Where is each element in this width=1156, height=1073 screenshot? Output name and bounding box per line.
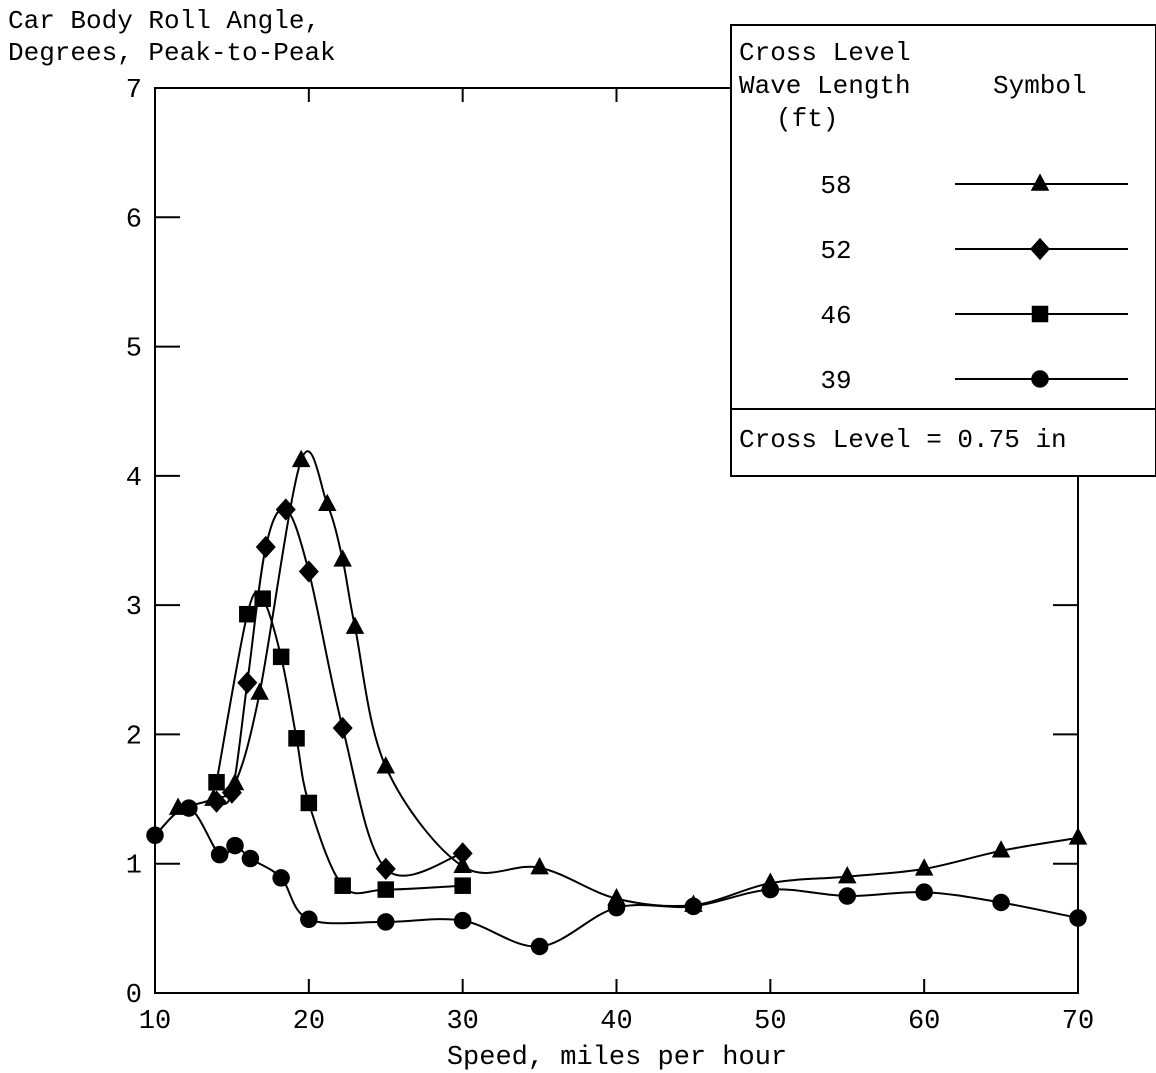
legend: Cross Level Wave Length (ft) Symbol 58 52… xyxy=(730,24,1156,477)
circle-marker-39 xyxy=(530,937,549,956)
circle-marker-39 xyxy=(210,845,229,864)
legend-diamond-marker xyxy=(1029,237,1051,261)
circle-marker-39 xyxy=(607,898,626,917)
legend-square-marker xyxy=(1031,305,1049,323)
y-tick-label: 2 xyxy=(126,722,142,752)
legend-circle-marker xyxy=(1031,370,1049,388)
square-marker-46 xyxy=(300,794,318,812)
series-lines xyxy=(154,450,1079,948)
x-tick-label: 40 xyxy=(600,1007,632,1037)
square-marker-46 xyxy=(377,881,394,898)
legend-label-52: 52 xyxy=(820,236,851,266)
circle-marker-39 xyxy=(453,911,472,930)
diamond-marker-52 xyxy=(332,716,353,740)
square-marker-46 xyxy=(239,605,256,623)
y-tick-label: 6 xyxy=(126,205,142,235)
x-axis-title: Speed, miles per hour xyxy=(447,1043,787,1073)
x-tick-label: 60 xyxy=(908,1007,940,1037)
circle-marker-39 xyxy=(377,913,395,931)
series-line-58 xyxy=(177,450,1079,908)
triangle-marker-58 xyxy=(914,858,934,876)
square-marker-46 xyxy=(288,730,305,747)
circle-marker-39 xyxy=(180,799,198,817)
legend-label-46: 46 xyxy=(820,301,851,331)
y-axis-title-line-1: Car Body Roll Angle, xyxy=(8,6,320,36)
triangle-marker-58 xyxy=(333,549,352,567)
triangle-marker-58 xyxy=(530,856,549,875)
series-markers xyxy=(146,449,1088,956)
y-axis-title-line-2: Degrees, Peak-to-Peak xyxy=(8,38,336,68)
diamond-marker-52 xyxy=(452,842,473,865)
diamond-marker-52 xyxy=(221,781,242,804)
triangle-marker-58 xyxy=(1068,827,1088,845)
legend-rows: 58 52 46 39 xyxy=(820,171,1128,396)
diamond-marker-52 xyxy=(237,671,258,694)
triangle-marker-58 xyxy=(250,682,269,700)
square-marker-46 xyxy=(454,877,471,894)
square-marker-46 xyxy=(334,877,351,894)
diamond-marker-52 xyxy=(255,535,276,559)
legend-header-line-1: Cross Level xyxy=(739,38,911,68)
legend-label-58: 58 xyxy=(820,171,851,201)
diamond-marker-52 xyxy=(275,498,296,521)
triangle-marker-58 xyxy=(453,855,472,874)
circle-marker-39 xyxy=(300,910,318,929)
circle-marker-39 xyxy=(146,826,164,845)
legend-box xyxy=(730,24,1156,477)
circle-marker-39 xyxy=(992,893,1010,912)
diamond-marker-52 xyxy=(298,560,319,583)
legend-note: Cross Level = 0.75 in xyxy=(739,425,1067,455)
triangle-marker-58 xyxy=(318,493,337,512)
legend-header-line-3: (ft) xyxy=(776,104,838,134)
x-tick-label: 70 xyxy=(1062,1007,1094,1037)
circle-marker-39 xyxy=(915,883,933,901)
x-tick-label: 30 xyxy=(446,1007,478,1037)
y-tick-label: 0 xyxy=(126,981,142,1011)
y-tick-label: 4 xyxy=(126,464,142,494)
y-tick-label: 7 xyxy=(126,76,142,106)
circle-marker-39 xyxy=(272,869,290,887)
y-tick-label: 1 xyxy=(126,852,142,882)
circle-marker-39 xyxy=(226,836,244,855)
tick-labels: 10 20 30 40 50 60 70 0 1 2 3 4 5 6 7 xyxy=(126,76,1094,1037)
square-marker-46 xyxy=(272,648,290,666)
x-tick-label: 20 xyxy=(293,1007,325,1037)
triangle-marker-58 xyxy=(991,840,1011,858)
legend-triangle-marker xyxy=(1030,173,1050,191)
diamond-marker-52 xyxy=(206,790,227,813)
triangle-marker-58 xyxy=(345,616,365,634)
y-tick-label: 3 xyxy=(126,593,142,623)
square-marker-46 xyxy=(254,590,271,607)
circle-marker-39 xyxy=(241,849,260,868)
legend-symbol-header: Symbol xyxy=(993,71,1087,101)
legend-label-39: 39 xyxy=(820,366,851,396)
triangle-marker-58 xyxy=(291,449,311,468)
y-tick-label: 5 xyxy=(126,335,142,365)
triangle-marker-58 xyxy=(376,756,395,774)
circle-marker-39 xyxy=(838,887,856,905)
diamond-marker-52 xyxy=(375,857,396,881)
circle-marker-39 xyxy=(684,897,703,916)
triangle-marker-58 xyxy=(838,866,857,884)
x-tick-label: 50 xyxy=(754,1007,786,1037)
circle-marker-39 xyxy=(1069,909,1087,927)
series-line-39 xyxy=(154,807,1079,948)
square-marker-46 xyxy=(208,774,225,791)
legend-header-line-2: Wave Length xyxy=(739,71,911,101)
x-tick-label: 10 xyxy=(139,1007,171,1037)
circle-marker-39 xyxy=(761,880,780,899)
